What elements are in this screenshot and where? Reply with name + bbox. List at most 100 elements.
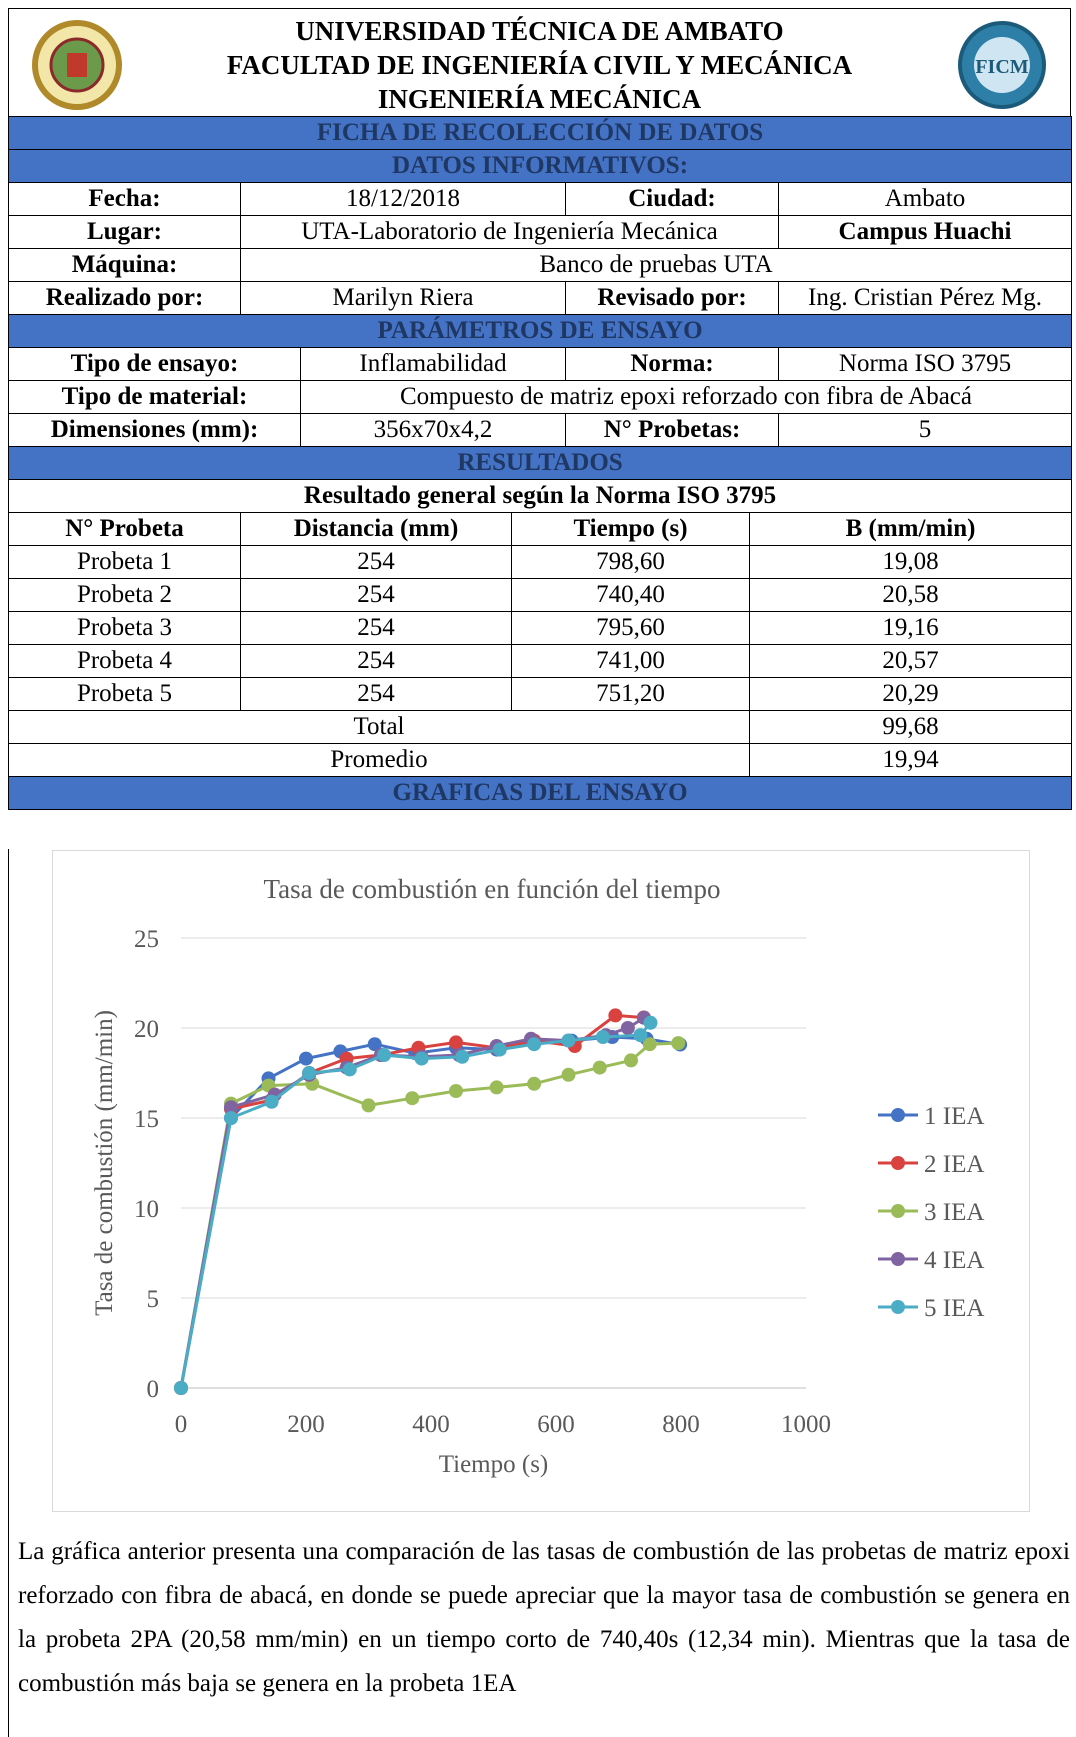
point	[492, 1042, 507, 1057]
cell: 795,60	[511, 611, 750, 645]
results-table: RESULTADOS Resultado general según la No…	[7, 446, 1073, 810]
cell: 20,57	[748, 644, 1073, 678]
point	[642, 1037, 657, 1052]
cell: 254	[240, 578, 512, 612]
legend-marker	[891, 1204, 905, 1218]
header-line: INGENIERÍA MECÁNICA	[377, 84, 702, 114]
cell: N° Probeta	[8, 512, 241, 546]
cell: 19,94	[748, 743, 1073, 777]
label: Tipo de ensayo:	[8, 347, 301, 381]
point	[342, 1062, 357, 1077]
x-tick-label: 200	[287, 1411, 325, 1438]
legend-label: 5 IEA	[924, 1295, 984, 1322]
row: Total 99,68	[8, 710, 1073, 744]
results-subtitle: Resultado general según la Norma ISO 379…	[7, 479, 1073, 513]
cell: 19,16	[748, 611, 1073, 645]
cell: 254	[240, 611, 512, 645]
y-tick-label: 10	[134, 1196, 159, 1223]
point	[414, 1051, 429, 1066]
point	[405, 1091, 420, 1106]
cell: Probeta 4	[8, 644, 241, 678]
value: Campus Huachi	[778, 215, 1072, 249]
point	[633, 1028, 648, 1043]
point	[608, 1008, 623, 1023]
point	[527, 1076, 542, 1091]
point	[595, 1030, 610, 1044]
header-line: UNIVERSIDAD TÉCNICA DE AMBATO	[295, 16, 784, 46]
cell: Probeta 3	[8, 611, 241, 645]
cell: Promedio	[8, 743, 750, 777]
x-tick-label: 0	[175, 1411, 188, 1438]
y-tick-label: 15	[134, 1106, 159, 1133]
label: Realizado por:	[8, 281, 241, 315]
value: UTA-Laboratorio de Ingeniería Mecánica	[240, 215, 779, 249]
value: 356x70x4,2	[300, 413, 566, 447]
section-title: RESULTADOS	[7, 446, 1073, 480]
y-axis-label: Tasa de combustión (mm/min)	[91, 1010, 118, 1316]
point	[455, 1049, 470, 1064]
point	[561, 1067, 576, 1082]
legend-marker	[891, 1108, 905, 1122]
cell: 254	[240, 677, 512, 711]
point	[367, 1037, 382, 1052]
cell: 19,08	[748, 545, 1073, 579]
cell: 741,00	[511, 644, 750, 678]
y-tick-label: 0	[147, 1376, 160, 1403]
point	[264, 1094, 279, 1109]
label: Máquina:	[8, 248, 241, 282]
point	[561, 1033, 576, 1048]
value: Norma ISO 3795	[778, 347, 1072, 381]
university-logo	[32, 20, 122, 110]
point	[302, 1066, 317, 1080]
point	[174, 1381, 188, 1395]
chart-title: Tasa de combustión en función del tiempo	[264, 874, 721, 904]
legend-marker	[891, 1252, 905, 1266]
point	[224, 1111, 238, 1125]
label: N° Probetas:	[565, 413, 779, 447]
chart-section: Tasa de combustión en función del tiempo…	[8, 849, 1071, 1737]
paragraph: La gráfica anterior presenta una compara…	[18, 1538, 1070, 1697]
section-title: PARÁMETROS DE ENSAYO	[8, 314, 1072, 348]
point	[449, 1035, 463, 1050]
label: Revisado por:	[565, 281, 779, 315]
point	[224, 1100, 238, 1115]
section-title: DATOS INFORMATIVOS:	[8, 149, 1072, 183]
row: Promedio 19,94	[8, 743, 1073, 777]
svg-text:FICM: FICM	[975, 56, 1028, 78]
x-tick-label: 1000	[781, 1411, 831, 1438]
cell: Probeta 2	[8, 578, 241, 612]
cell: Probeta 5	[8, 677, 241, 711]
value: Ambato	[778, 182, 1072, 216]
value: 18/12/2018	[240, 182, 566, 216]
y-tick-label: 5	[147, 1286, 160, 1313]
cell: 254	[240, 545, 512, 579]
legend-label: 2 IEA	[924, 1151, 984, 1178]
header-row: N° Probeta Distancia (mm) Tiempo (s) B (mm/…	[8, 512, 1073, 546]
point	[299, 1051, 313, 1066]
label: Ciudad:	[565, 182, 779, 216]
y-tick-label: 20	[134, 1016, 159, 1043]
label: Tipo de material:	[8, 380, 301, 414]
value: Ing. Cristian Pérez Mg.	[778, 281, 1072, 315]
point	[527, 1037, 542, 1052]
x-axis-label: Tiempo (s)	[439, 1451, 549, 1478]
label: Norma:	[565, 347, 779, 381]
x-tick-label: 600	[537, 1411, 575, 1438]
cell: GRAFICAS DEL ENSAYO	[7, 776, 1073, 810]
cell: 254	[240, 644, 512, 678]
form-title: FICHA DE RECOLECCIÓN DE DATOS	[8, 116, 1072, 150]
point	[592, 1060, 607, 1075]
chart: Tasa de combustión en función del tiempo…	[52, 850, 1030, 1512]
point	[624, 1053, 638, 1068]
label: Dimensiones (mm):	[8, 413, 301, 447]
cell: B (mm/min)	[748, 512, 1073, 546]
value: Banco de pruebas UTA	[240, 248, 1072, 282]
row: Probeta 4 254 741,00 20,57	[8, 644, 1073, 678]
header-line: FACULTAD DE INGENIERÍA CIVIL Y MECÁNICA	[226, 50, 853, 80]
cell: 798,60	[511, 545, 750, 579]
point	[620, 1021, 635, 1035]
cell: 751,20	[511, 677, 750, 711]
y-tick-label: 25	[134, 926, 159, 953]
point	[643, 1015, 658, 1030]
cell: 740,40	[511, 578, 750, 612]
